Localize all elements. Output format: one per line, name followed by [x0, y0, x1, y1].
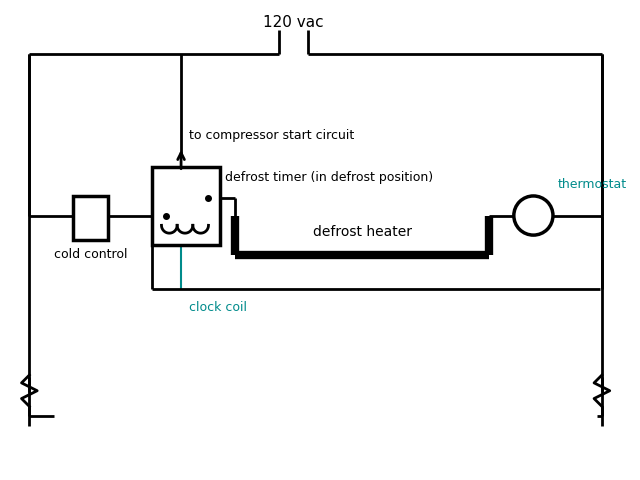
Text: thermostat: thermostat — [558, 178, 627, 191]
Text: 120 vac: 120 vac — [263, 15, 324, 30]
Bar — [74, 196, 108, 240]
Circle shape — [514, 196, 553, 235]
Text: defrost timer (in defrost position): defrost timer (in defrost position) — [225, 171, 433, 184]
Bar — [152, 167, 220, 245]
Text: clock coil: clock coil — [189, 300, 247, 314]
Text: to compressor start circuit: to compressor start circuit — [189, 129, 354, 142]
Text: defrost heater: defrost heater — [312, 225, 412, 240]
Text: cold control: cold control — [54, 248, 127, 261]
